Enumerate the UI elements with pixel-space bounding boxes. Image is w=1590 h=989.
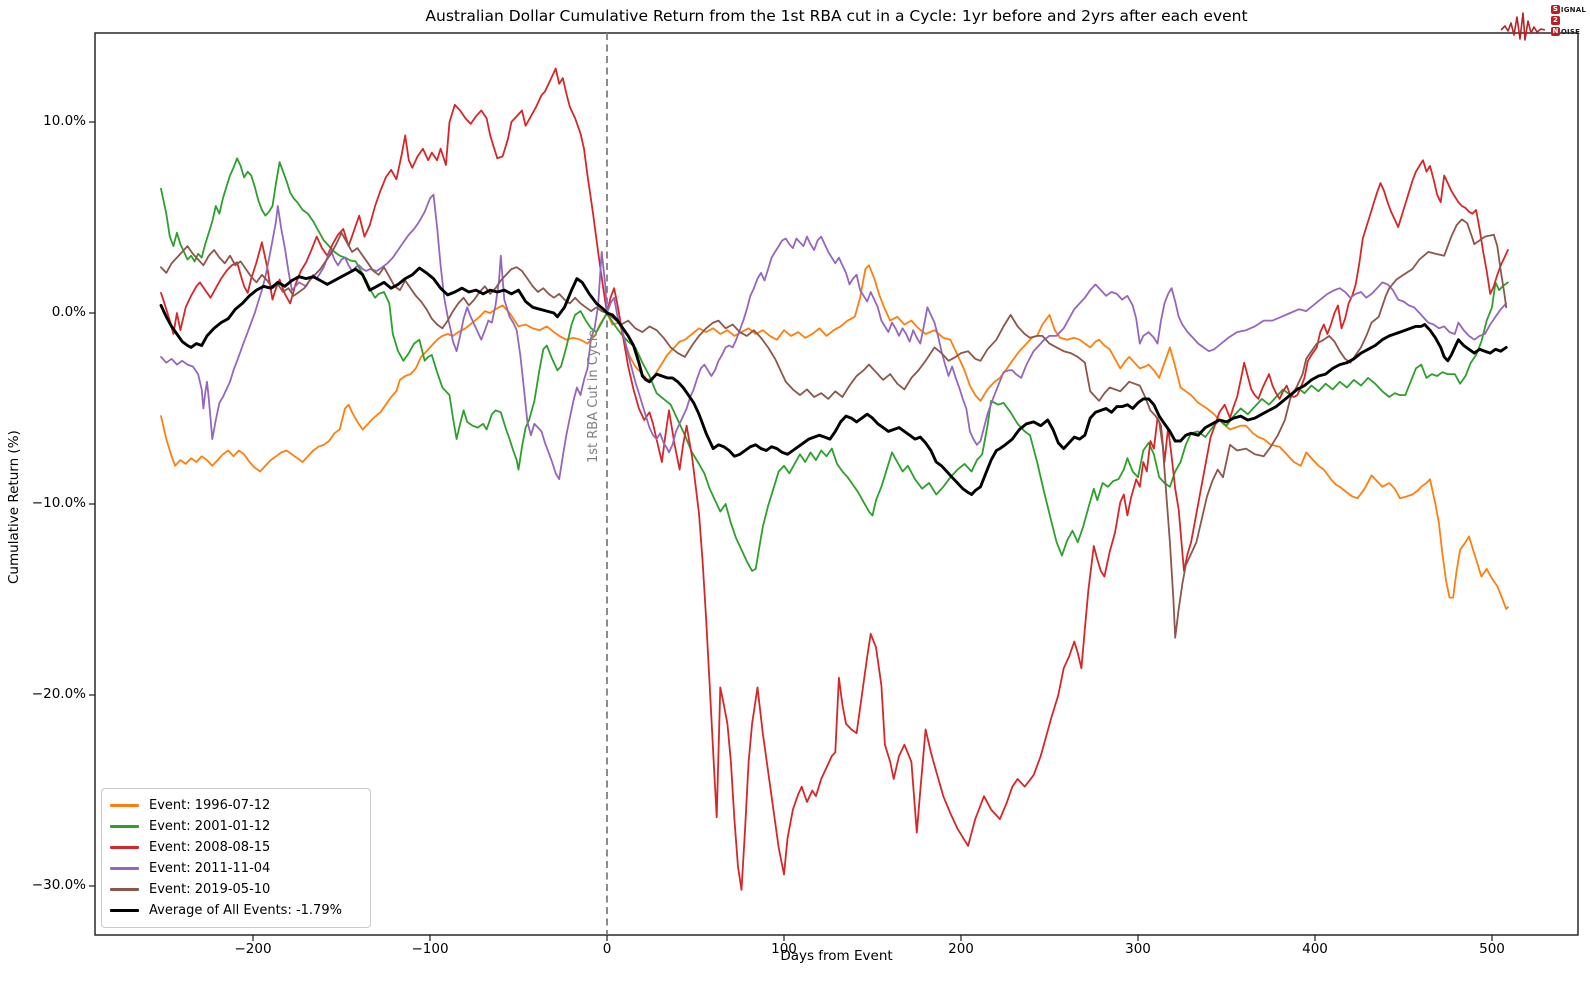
series-line-2019-05-10 — [160, 218, 1508, 639]
y-axis-label: Cumulative Return (%) — [6, 430, 22, 584]
legend-label: Event: 2008-08-15 — [149, 840, 271, 855]
legend: Event: 1996-07-12 Event: 2001-01-12 Event:… — [101, 788, 371, 928]
legend-line-swatch — [110, 846, 139, 849]
x-tick-label: 400 — [1302, 941, 1328, 957]
y-tick-label: 0.0% — [51, 304, 86, 320]
plot-border — [94, 32, 1579, 936]
x-axis-label: Days from Event — [780, 948, 893, 964]
legend-line-swatch — [110, 867, 139, 870]
y-tick-label: 10.0% — [43, 113, 86, 129]
legend-label: Event: 1996-07-12 — [149, 798, 271, 813]
signal-text: IGNAL — [1560, 5, 1586, 14]
heartbeat-waveform-icon — [1500, 12, 1546, 41]
legend-item-1996-07-12: Event: 1996-07-12 — [110, 795, 362, 816]
two-letter-box: 2 — [1550, 16, 1560, 25]
legend-label: Event: 2011-11-04 — [149, 861, 271, 876]
legend-line-swatch — [110, 908, 139, 913]
x-tick-label: 200 — [948, 941, 974, 957]
series-line-1996-07-12 — [160, 264, 1509, 610]
y-tick-label: −20.0% — [31, 686, 86, 702]
legend-item-2001-01-12: Event: 2001-01-12 — [110, 816, 362, 837]
x-tick-label: 500 — [1479, 941, 1505, 957]
y-tick-label: −30.0% — [31, 877, 86, 893]
signal-letter-box: S — [1550, 5, 1560, 14]
series-line-2008-08-15 — [160, 67, 1509, 891]
watermark-row-two: 2 — [1550, 15, 1586, 26]
x-tick-label: −100 — [411, 941, 449, 957]
legend-line-swatch — [110, 825, 139, 828]
legend-line-swatch — [110, 804, 139, 807]
x-tick-label: 300 — [1125, 941, 1151, 957]
legend-label: Event: 2001-01-12 — [149, 819, 271, 834]
legend-item-2008-08-15: Event: 2008-08-15 — [110, 837, 362, 858]
legend-label: Event: 2019-05-10 — [149, 882, 271, 897]
watermark-row-signal: S IGNAL — [1550, 4, 1586, 15]
legend-label: Average of All Events: -1.79% — [149, 903, 342, 918]
watermark-logo: S IGNAL 2 N OISE — [1500, 2, 1586, 46]
legend-item-2011-11-04: Event: 2011-11-04 — [110, 858, 362, 879]
series-line-average — [159, 266, 1508, 496]
y-tick-label: −10.0% — [31, 495, 86, 511]
series-line-2001-01-12 — [160, 157, 1509, 572]
chart-title: Australian Dollar Cumulative Return from… — [425, 7, 1248, 25]
noise-text: OISE — [1560, 27, 1581, 36]
noise-letter-box: N — [1550, 27, 1560, 36]
legend-item-average: Average of All Events: -1.79% — [110, 900, 362, 921]
legend-line-swatch — [110, 888, 139, 891]
x-tick-label: 100 — [771, 941, 797, 957]
legend-item-2019-05-10: Event: 2019-05-10 — [110, 879, 362, 900]
x-tick-label: 0 — [602, 941, 612, 957]
watermark-row-noise: N OISE — [1550, 26, 1586, 37]
x-tick-label: −200 — [234, 941, 272, 957]
series-line-2011-11-04 — [160, 193, 1508, 481]
event-line-annotation: 1st RBA Cut in Cycle — [586, 329, 601, 463]
